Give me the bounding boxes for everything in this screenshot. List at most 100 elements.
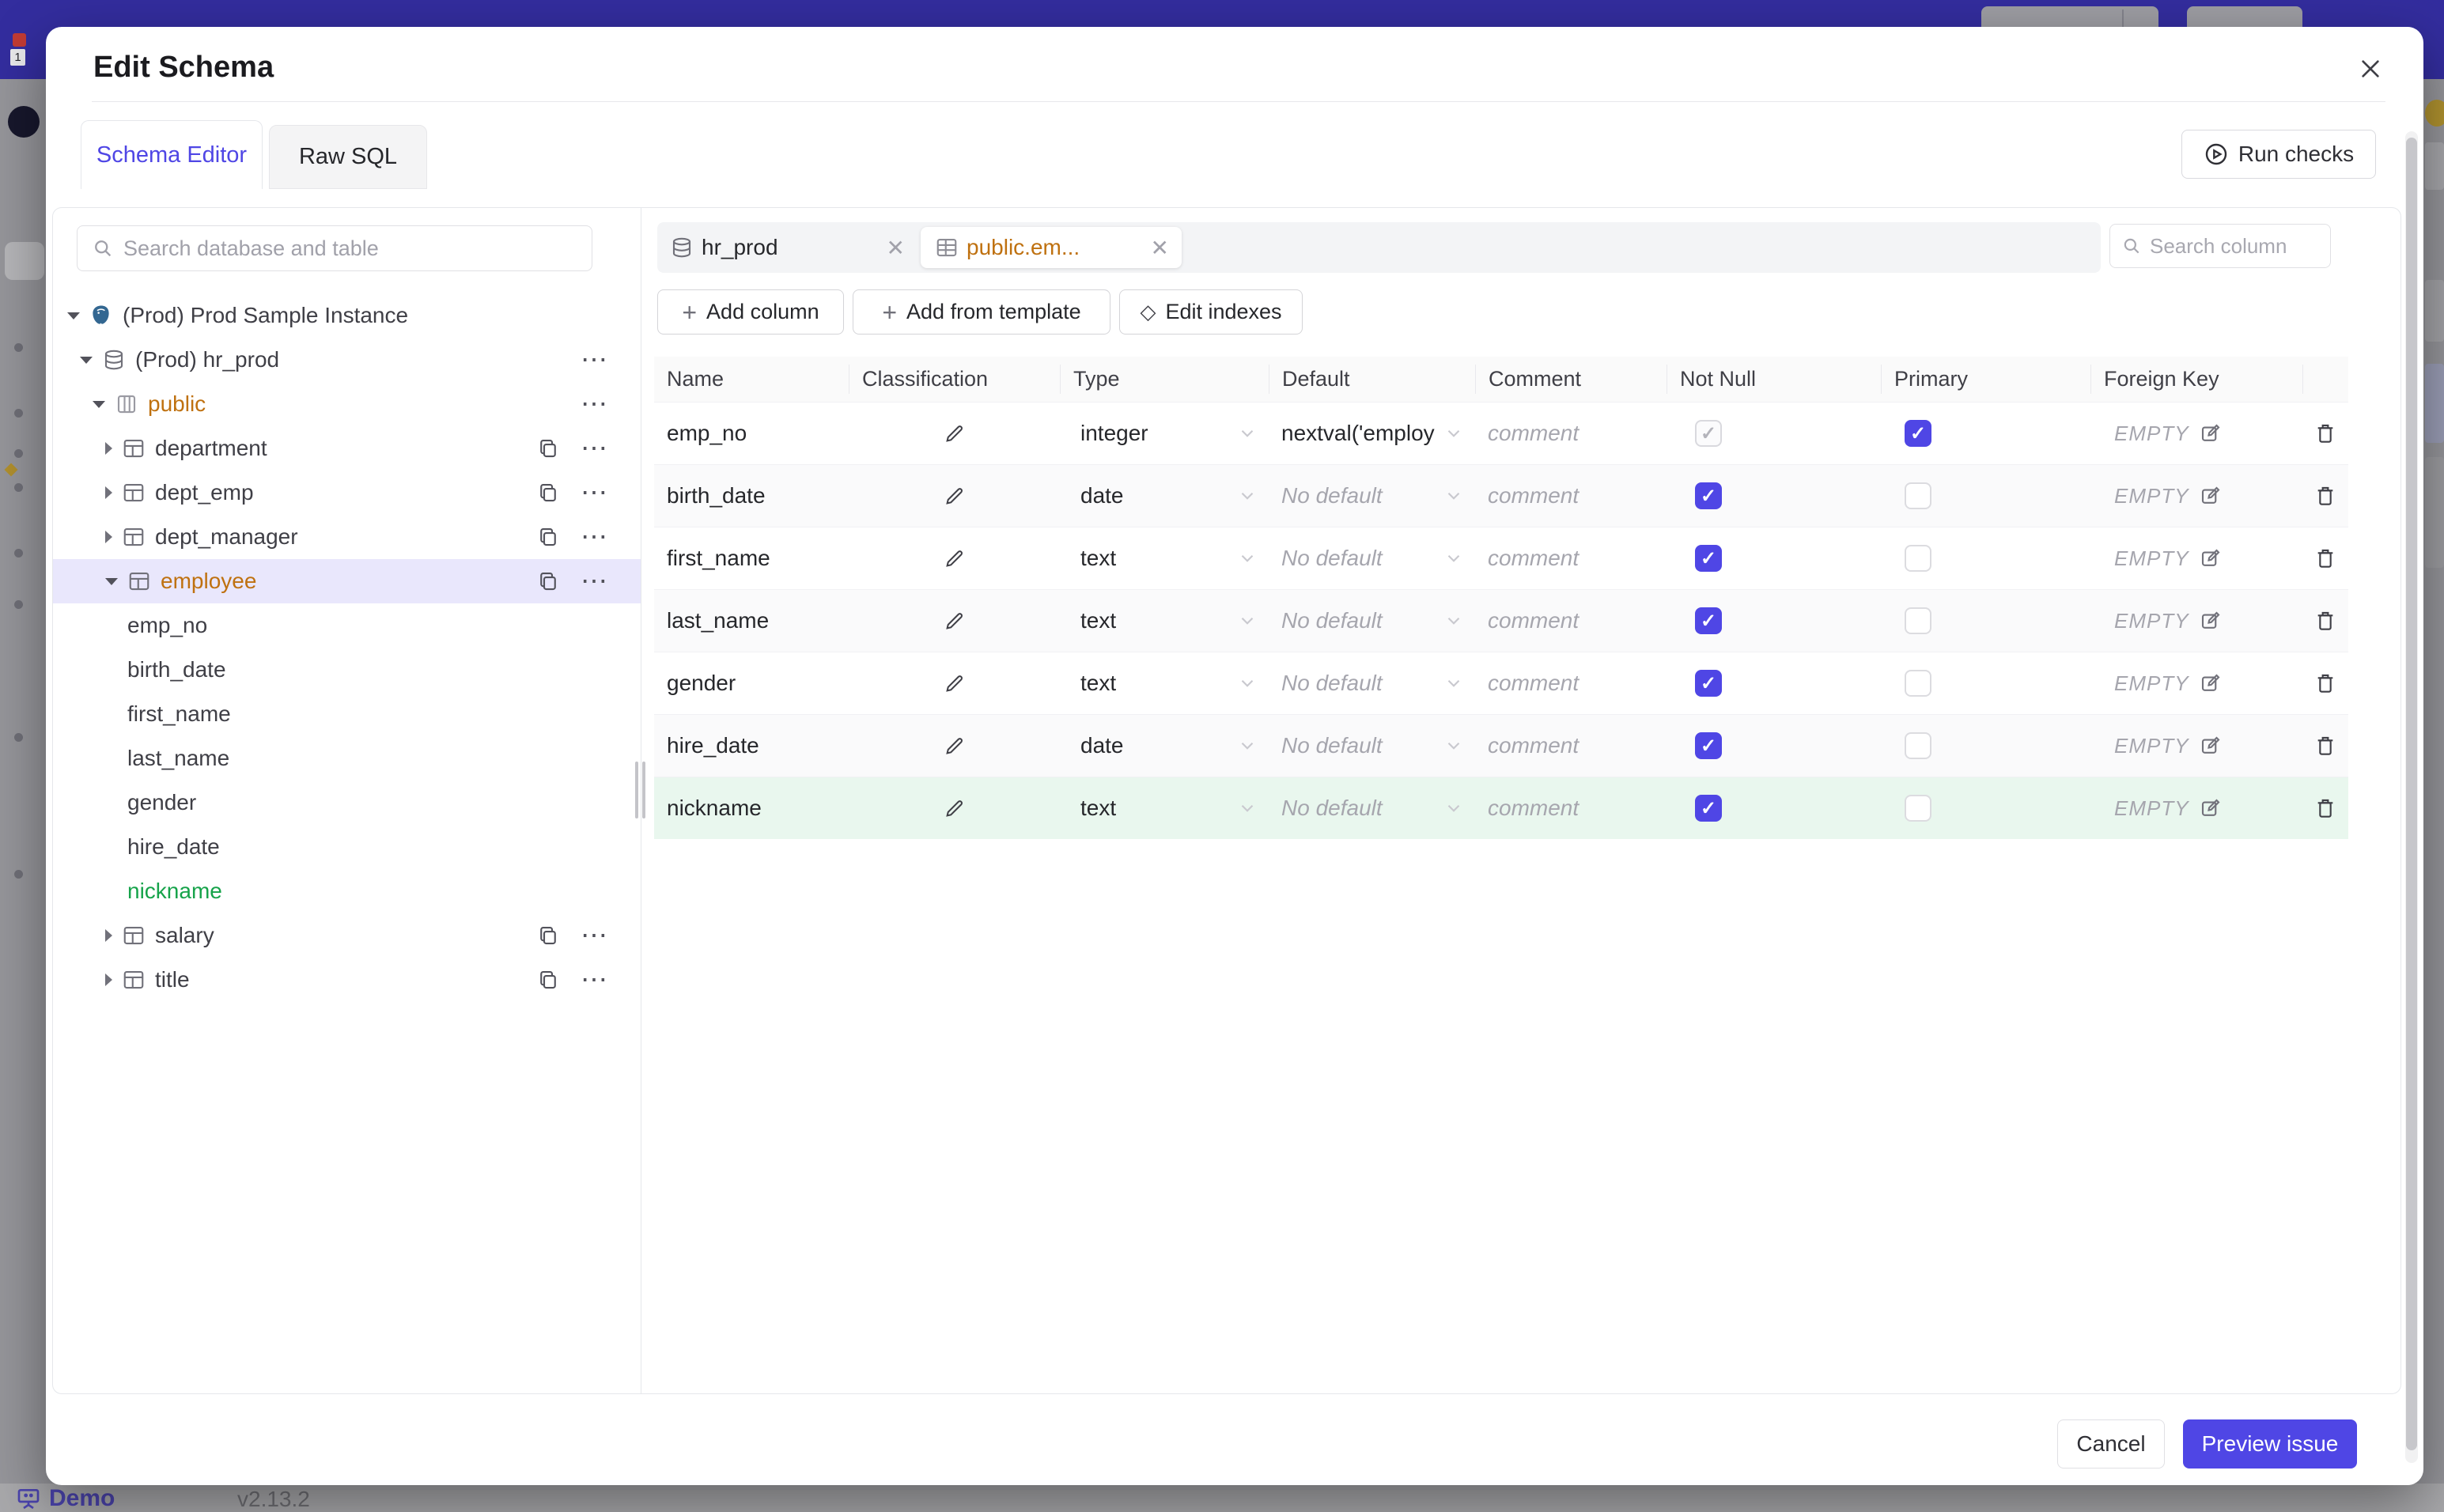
comment-input[interactable]: comment [1488, 608, 1580, 633]
tree-item-dept-manager[interactable]: dept_manager ⋯ [53, 515, 641, 559]
tree-item-dept-emp[interactable]: dept_emp ⋯ [53, 471, 641, 515]
tree-item-hr-prod[interactable]: (Prod) hr_prod ⋯ [53, 338, 641, 382]
chevron-right-icon[interactable] [105, 973, 112, 986]
default-select[interactable]: No default [1269, 733, 1475, 758]
trash-icon[interactable] [2313, 671, 2338, 696]
pencil-icon[interactable] [943, 734, 967, 758]
editor-tab-hr-prod[interactable]: hr_prod ✕ [657, 235, 921, 261]
edit-foreign-key-icon[interactable] [2199, 484, 2223, 508]
edit-indexes-button[interactable]: ◇ Edit indexes [1119, 289, 1303, 335]
more-icon[interactable]: ⋯ [581, 522, 609, 552]
type-select[interactable]: date [1060, 483, 1269, 508]
not-null-checkbox[interactable] [1695, 545, 1722, 572]
tree-item-department[interactable]: department ⋯ [53, 426, 641, 471]
copy-icon[interactable] [536, 525, 560, 549]
copy-icon[interactable] [536, 924, 560, 947]
more-icon[interactable]: ⋯ [581, 920, 609, 951]
default-select[interactable]: No default [1269, 483, 1475, 508]
not-null-checkbox[interactable] [1695, 482, 1722, 509]
edit-foreign-key-icon[interactable] [2199, 609, 2223, 633]
primary-checkbox[interactable] [1905, 795, 1931, 822]
search-database-input[interactable]: Search database and table [77, 225, 592, 271]
pencil-icon[interactable] [943, 609, 967, 633]
primary-checkbox[interactable] [1905, 607, 1931, 634]
more-icon[interactable]: ⋯ [581, 566, 609, 596]
type-select[interactable]: text [1060, 796, 1269, 821]
pencil-icon[interactable] [943, 546, 967, 570]
search-column-input[interactable]: Search column [2109, 224, 2331, 268]
trash-icon[interactable] [2313, 796, 2338, 821]
comment-input[interactable]: comment [1488, 671, 1580, 695]
chevron-down-icon[interactable] [67, 312, 80, 319]
comment-input[interactable]: comment [1488, 483, 1580, 508]
primary-checkbox[interactable] [1905, 732, 1931, 759]
comment-input[interactable]: comment [1488, 421, 1580, 445]
trash-icon[interactable] [2313, 483, 2338, 508]
not-null-checkbox[interactable] [1695, 670, 1722, 697]
editor-tab-public-employee[interactable]: public.em... ✕ [921, 227, 1182, 268]
preview-issue-button[interactable]: Preview issue [2183, 1419, 2357, 1469]
demo-link[interactable]: Demo [49, 1485, 115, 1511]
tree-item-salary[interactable]: salary ⋯ [53, 913, 641, 958]
trash-icon[interactable] [2313, 733, 2338, 758]
comment-input[interactable]: comment [1488, 546, 1580, 570]
not-null-checkbox[interactable] [1695, 607, 1722, 634]
modal-scrollbar-thumb[interactable] [2406, 138, 2417, 1450]
type-select[interactable]: text [1060, 546, 1269, 571]
comment-input[interactable]: comment [1488, 796, 1580, 820]
trash-icon[interactable] [2313, 608, 2338, 633]
copy-icon[interactable] [536, 968, 560, 992]
edit-foreign-key-icon[interactable] [2199, 421, 2223, 445]
cancel-button[interactable]: Cancel [2057, 1419, 2165, 1469]
more-icon[interactable]: ⋯ [581, 345, 609, 375]
not-null-checkbox[interactable] [1695, 732, 1722, 759]
type-select[interactable]: integer [1060, 421, 1269, 446]
primary-checkbox[interactable] [1905, 420, 1931, 447]
tree-column-last-name[interactable]: last_name [53, 736, 641, 781]
chevron-down-icon[interactable] [93, 400, 105, 408]
chevron-down-icon[interactable] [80, 356, 93, 364]
tab-raw-sql[interactable]: Raw SQL [269, 125, 427, 189]
edit-foreign-key-icon[interactable] [2199, 546, 2223, 570]
tree-column-gender[interactable]: gender [53, 781, 641, 825]
trash-icon[interactable] [2313, 421, 2338, 446]
copy-icon[interactable] [536, 481, 560, 505]
type-select[interactable]: date [1060, 733, 1269, 758]
edit-foreign-key-icon[interactable] [2199, 734, 2223, 758]
tab-schema-editor[interactable]: Schema Editor [81, 120, 263, 189]
pencil-icon[interactable] [943, 671, 967, 695]
default-select[interactable]: nextval('employ [1269, 421, 1475, 446]
chevron-right-icon[interactable] [105, 442, 112, 455]
panel-resize-handle[interactable] [635, 762, 645, 818]
primary-checkbox[interactable] [1905, 670, 1931, 697]
edit-foreign-key-icon[interactable] [2199, 671, 2223, 695]
tree-item-public[interactable]: public ⋯ [53, 382, 641, 426]
close-icon[interactable] [2353, 51, 2388, 86]
more-icon[interactable]: ⋯ [581, 965, 609, 995]
trash-icon[interactable] [2313, 546, 2338, 571]
tree-column-hire-date[interactable]: hire_date [53, 825, 641, 869]
not-null-checkbox[interactable] [1695, 795, 1722, 822]
close-tab-icon[interactable]: ✕ [1150, 235, 1169, 260]
default-select[interactable]: No default [1269, 546, 1475, 571]
more-icon[interactable]: ⋯ [581, 433, 609, 463]
chevron-right-icon[interactable] [105, 531, 112, 543]
copy-icon[interactable] [536, 437, 560, 460]
default-select[interactable]: No default [1269, 671, 1475, 696]
primary-checkbox[interactable] [1905, 545, 1931, 572]
not-null-checkbox[interactable] [1695, 420, 1722, 447]
chevron-down-icon[interactable] [105, 577, 118, 585]
chevron-right-icon[interactable] [105, 486, 112, 499]
add-column-button[interactable]: + Add column [657, 289, 844, 335]
tree-column-nickname[interactable]: nickname [53, 869, 641, 913]
chevron-right-icon[interactable] [105, 929, 112, 942]
pencil-icon[interactable] [943, 796, 967, 820]
type-select[interactable]: text [1060, 608, 1269, 633]
comment-input[interactable]: comment [1488, 733, 1580, 758]
primary-checkbox[interactable] [1905, 482, 1931, 509]
pencil-icon[interactable] [943, 421, 967, 445]
run-checks-button[interactable]: Run checks [2181, 130, 2376, 179]
tree-column-birth-date[interactable]: birth_date [53, 648, 641, 692]
tree-item-instance[interactable]: (Prod) Prod Sample Instance [53, 293, 641, 338]
type-select[interactable]: text [1060, 671, 1269, 696]
